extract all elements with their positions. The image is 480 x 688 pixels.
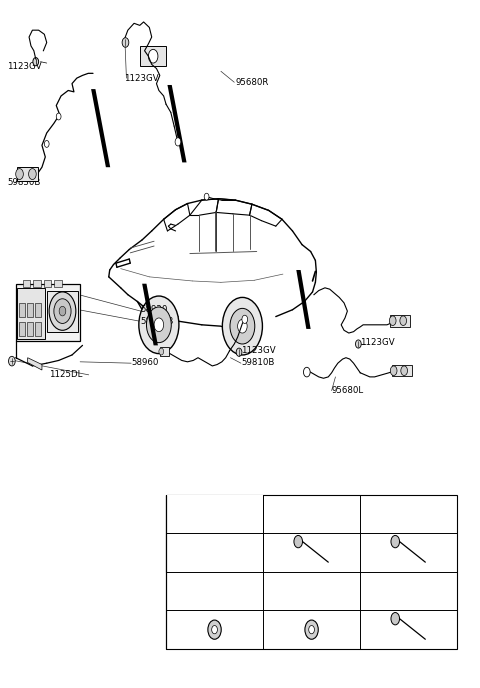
Text: 1123GV: 1123GV bbox=[7, 62, 42, 71]
Bar bbox=[44, 280, 51, 287]
Circle shape bbox=[208, 620, 221, 639]
Circle shape bbox=[400, 316, 407, 325]
Bar bbox=[35, 322, 41, 336]
Circle shape bbox=[236, 348, 242, 356]
Circle shape bbox=[159, 348, 164, 355]
Circle shape bbox=[356, 340, 361, 348]
Bar bbox=[35, 303, 41, 316]
Text: 95680L: 95680L bbox=[332, 386, 364, 395]
Text: 59810B: 59810B bbox=[241, 358, 275, 367]
Circle shape bbox=[401, 366, 408, 376]
Bar bbox=[160, 347, 169, 356]
Circle shape bbox=[230, 308, 255, 344]
Circle shape bbox=[391, 535, 399, 548]
Circle shape bbox=[139, 296, 179, 354]
Text: 1123GV: 1123GV bbox=[360, 338, 395, 347]
Bar bbox=[47, 290, 78, 332]
Circle shape bbox=[391, 612, 399, 625]
Circle shape bbox=[44, 140, 49, 147]
Text: 1123AL: 1123AL bbox=[296, 510, 327, 519]
Circle shape bbox=[238, 319, 247, 333]
Circle shape bbox=[33, 58, 38, 66]
Circle shape bbox=[294, 535, 302, 548]
Circle shape bbox=[222, 297, 263, 355]
Circle shape bbox=[146, 307, 171, 343]
Text: 1125DL: 1125DL bbox=[49, 370, 83, 379]
Bar bbox=[390, 314, 410, 327]
Circle shape bbox=[49, 292, 76, 330]
Text: 1123GP: 1123GP bbox=[392, 587, 425, 596]
Bar bbox=[140, 46, 166, 67]
Circle shape bbox=[56, 113, 61, 120]
Text: 95680R: 95680R bbox=[235, 78, 269, 87]
Bar bbox=[166, 495, 263, 572]
Polygon shape bbox=[168, 85, 187, 162]
Circle shape bbox=[54, 299, 71, 323]
Circle shape bbox=[309, 625, 314, 634]
Polygon shape bbox=[28, 358, 42, 370]
Circle shape bbox=[122, 38, 129, 47]
Bar bbox=[27, 303, 33, 316]
Text: 59830B: 59830B bbox=[7, 178, 40, 187]
Circle shape bbox=[204, 193, 209, 200]
Bar bbox=[54, 280, 62, 287]
Circle shape bbox=[16, 169, 24, 180]
Circle shape bbox=[154, 318, 164, 332]
Circle shape bbox=[390, 366, 397, 376]
Circle shape bbox=[9, 356, 15, 366]
Circle shape bbox=[389, 316, 396, 325]
Bar bbox=[34, 280, 41, 287]
Polygon shape bbox=[296, 270, 311, 329]
Bar bbox=[166, 495, 457, 649]
Circle shape bbox=[303, 367, 310, 377]
Bar bbox=[392, 365, 412, 376]
Circle shape bbox=[242, 315, 248, 323]
Text: 58910B: 58910B bbox=[141, 317, 174, 326]
Circle shape bbox=[212, 625, 217, 634]
Bar bbox=[17, 288, 45, 338]
Bar bbox=[23, 280, 31, 287]
Bar bbox=[27, 322, 33, 336]
Text: 58960: 58960 bbox=[131, 358, 158, 367]
Bar bbox=[17, 167, 37, 181]
Text: 1123GV: 1123GV bbox=[124, 74, 159, 83]
Text: 1123GV: 1123GV bbox=[241, 346, 276, 356]
Circle shape bbox=[305, 620, 318, 639]
Circle shape bbox=[59, 306, 66, 316]
Polygon shape bbox=[142, 283, 158, 345]
Circle shape bbox=[175, 138, 181, 146]
Bar bbox=[19, 303, 25, 316]
Circle shape bbox=[29, 169, 36, 180]
Text: 58920: 58920 bbox=[141, 305, 168, 314]
Polygon shape bbox=[91, 89, 110, 167]
Bar bbox=[19, 322, 25, 336]
Text: 1339CC: 1339CC bbox=[295, 587, 328, 596]
Text: 1129ED: 1129ED bbox=[392, 510, 425, 519]
Circle shape bbox=[148, 50, 158, 63]
Text: 13396: 13396 bbox=[201, 587, 228, 596]
Bar bbox=[16, 284, 80, 341]
